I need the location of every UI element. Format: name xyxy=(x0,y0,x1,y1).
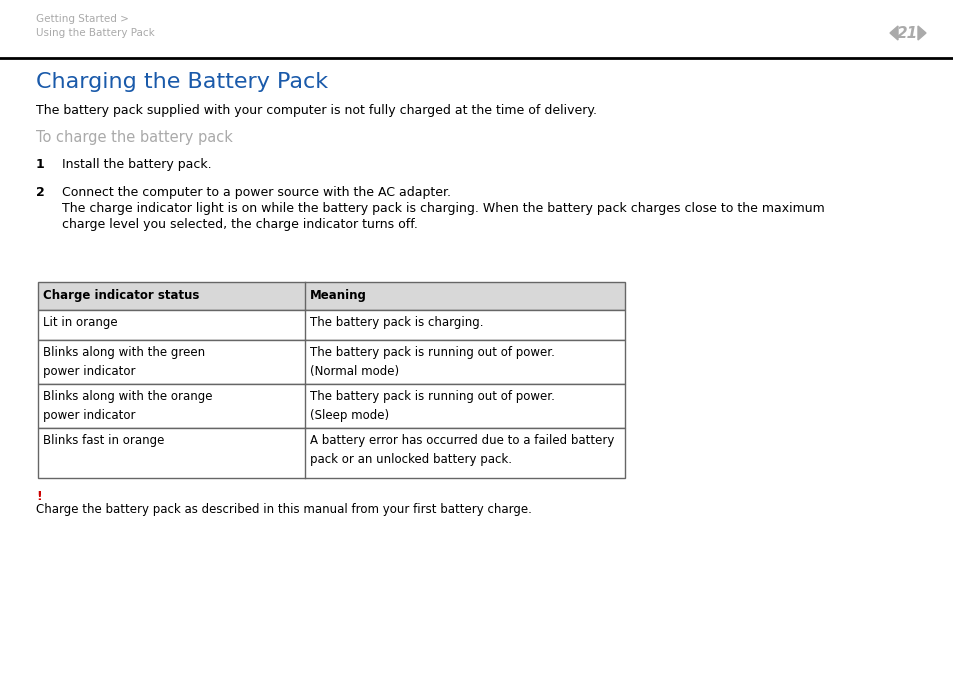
Text: !: ! xyxy=(36,490,42,503)
Text: The charge indicator light is on while the battery pack is charging. When the ba: The charge indicator light is on while t… xyxy=(62,202,824,215)
Text: Charge the battery pack as described in this manual from your first battery char: Charge the battery pack as described in … xyxy=(36,503,532,516)
Text: The battery pack is running out of power.
(Normal mode): The battery pack is running out of power… xyxy=(310,346,555,377)
Bar xyxy=(38,282,624,310)
Bar xyxy=(38,310,624,340)
Polygon shape xyxy=(917,26,925,40)
Text: The battery pack supplied with your computer is not fully charged at the time of: The battery pack supplied with your comp… xyxy=(36,104,597,117)
Text: 2: 2 xyxy=(36,186,45,199)
Text: Lit in orange: Lit in orange xyxy=(43,316,117,329)
Bar xyxy=(38,340,624,384)
Text: Meaning: Meaning xyxy=(310,290,367,303)
Text: To charge the battery pack: To charge the battery pack xyxy=(36,130,233,145)
Text: Blinks fast in orange: Blinks fast in orange xyxy=(43,434,164,447)
Text: A battery error has occurred due to a failed battery
pack or an unlocked battery: A battery error has occurred due to a fa… xyxy=(310,434,614,466)
Text: Install the battery pack.: Install the battery pack. xyxy=(62,158,212,171)
Text: Blinks along with the green
power indicator: Blinks along with the green power indica… xyxy=(43,346,205,377)
Text: The battery pack is charging.: The battery pack is charging. xyxy=(310,316,483,329)
Text: The battery pack is running out of power.
(Sleep mode): The battery pack is running out of power… xyxy=(310,390,555,421)
Text: Blinks along with the orange
power indicator: Blinks along with the orange power indic… xyxy=(43,390,213,421)
Bar xyxy=(38,428,624,478)
Text: 1: 1 xyxy=(36,158,45,171)
Text: Getting Started >: Getting Started > xyxy=(36,14,129,24)
Text: Charge indicator status: Charge indicator status xyxy=(43,290,199,303)
Bar xyxy=(38,384,624,428)
Text: Charging the Battery Pack: Charging the Battery Pack xyxy=(36,72,328,92)
Text: Connect the computer to a power source with the AC adapter.: Connect the computer to a power source w… xyxy=(62,186,451,199)
Text: 21: 21 xyxy=(897,26,918,40)
Text: Using the Battery Pack: Using the Battery Pack xyxy=(36,28,154,38)
Text: charge level you selected, the charge indicator turns off.: charge level you selected, the charge in… xyxy=(62,218,417,231)
Polygon shape xyxy=(889,26,897,40)
